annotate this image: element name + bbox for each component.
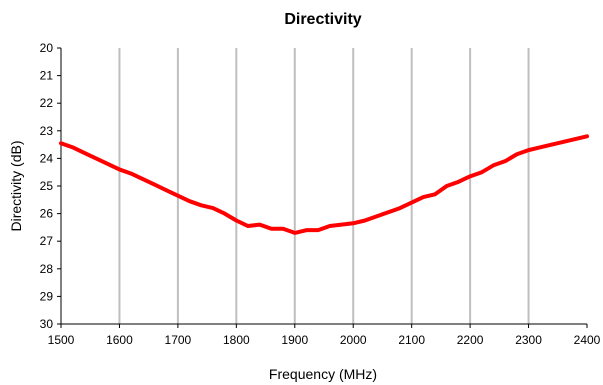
x-axis-ticks: 1500 1600 1700 1800 1900 2000 2100 2200 2300 2400: [48, 324, 601, 347]
x-tick-label: 2300: [515, 333, 542, 347]
x-tick-label: 1800: [223, 333, 250, 347]
x-tick-label: 2400: [574, 333, 601, 347]
y-tick-label: 21: [40, 69, 54, 83]
x-tick-label: 2100: [398, 333, 425, 347]
y-tick-label: 20: [40, 41, 54, 55]
x-tick-label: 2200: [457, 333, 484, 347]
y-tick-label: 29: [40, 289, 54, 303]
y-tick-label: 24: [40, 151, 54, 165]
y-tick-label: 30: [40, 317, 54, 331]
y-tick-label: 22: [40, 96, 54, 110]
y-tick-label: 23: [40, 124, 54, 138]
y-tick-label: 25: [40, 179, 54, 193]
x-tick-label: 2000: [340, 333, 367, 347]
y-axis-label: Directivity (dB): [8, 140, 24, 231]
y-tick-label: 26: [40, 207, 54, 221]
y-axis-ticks: 20 21 22 23 24 25 26 27 28 29 30: [40, 41, 61, 331]
series-line: [59, 134, 589, 235]
series-group: [59, 134, 589, 235]
x-tick-label: 1900: [281, 333, 308, 347]
x-tick-label: 1600: [106, 333, 133, 347]
gridlines: [118, 48, 530, 324]
x-tick-label: 1500: [48, 333, 75, 347]
y-tick-label: 28: [40, 262, 54, 276]
chart-title: Directivity: [284, 11, 361, 28]
x-axis-label: Frequency (MHz): [269, 366, 377, 382]
y-tick-label: 27: [40, 234, 54, 248]
x-tick-label: 1700: [165, 333, 192, 347]
